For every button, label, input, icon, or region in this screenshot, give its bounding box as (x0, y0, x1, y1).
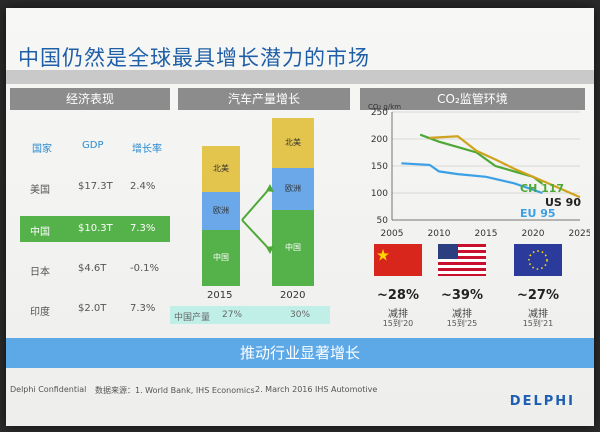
co2-panel-header: CO₂监管环境 (360, 88, 585, 110)
footer-source-1: 数据来源：1. World Bank, IHS Economics (95, 386, 255, 395)
y-tick-label: 200 (371, 135, 388, 145)
country-cell: 中国 (30, 227, 50, 238)
usa-flag-icon (438, 244, 486, 276)
reduction-pct-china: ~28% (376, 288, 419, 303)
production-value-2015: 27% (222, 310, 243, 320)
growth-cell: -0.1% (130, 263, 160, 274)
footer-confidential: Delphi Confidential (10, 385, 87, 394)
growth-arrows (241, 184, 274, 254)
x-tick-label: 2005 (381, 229, 404, 239)
production-value-2020: 30% (290, 310, 311, 320)
reduction-label-eu: 减排 (528, 309, 548, 320)
table-row-japan: 日本 $4.6T -0.1% (20, 258, 170, 280)
bar-2015-china: 中国 (202, 230, 240, 286)
bar-2020-northamerica: 北美 (272, 118, 314, 168)
reduction-label-usa: 减排 (452, 309, 472, 320)
series-line-1 (429, 135, 581, 199)
reduction-period-china: 15到'20 (382, 319, 414, 328)
year-label-2020: 2020 (280, 290, 306, 301)
table-row-usa: 美国 $17.3T 2.4% (20, 176, 170, 198)
bar-2020-europe: 欧洲 (272, 168, 314, 210)
y-tick-label: 250 (371, 108, 388, 118)
bar-2015-europe: 欧洲 (202, 192, 240, 230)
x-tick-label: 2015 (475, 229, 498, 239)
reduction-period-eu: 15到'21 (522, 319, 554, 328)
delphi-logo: DELPHI (509, 394, 575, 409)
country-cell: 印度 (30, 307, 50, 318)
legend-us: US 90 (545, 196, 581, 209)
production-note-pill: 中国产量 27% 30% (170, 306, 330, 324)
gdp-cell: $10.3T (78, 223, 113, 234)
x-tick-label: 2020 (522, 229, 545, 239)
legend-ch: CH 117 (520, 182, 565, 195)
country-cell: 日本 (30, 267, 50, 278)
bar-2015-northamerica: 北美 (202, 146, 240, 192)
year-label-2015: 2015 (207, 290, 233, 301)
header-country: 国家 (32, 144, 52, 155)
footer-source-2: 2. March 2016 IHS Automotive (255, 385, 378, 394)
gdp-cell: $17.3T (78, 181, 113, 192)
legend-eu: EU 95 (520, 207, 556, 220)
co2-axis-label: CO₂ g/km (368, 103, 401, 111)
growth-cell: 2.4% (130, 181, 156, 192)
country-cell: 美国 (30, 185, 50, 196)
gdp-cell: $2.0T (78, 303, 107, 314)
y-tick-label: 100 (371, 189, 388, 199)
eu-flag-icon (514, 244, 562, 276)
x-tick-label: 2025 (569, 229, 590, 239)
title-bar (6, 70, 594, 84)
growth-cell: 7.3% (130, 303, 156, 314)
y-tick-label: 150 (371, 162, 388, 172)
economy-panel-header: 经济表现 (10, 88, 170, 110)
x-tick-label: 2010 (428, 229, 451, 239)
table-row-china: 中国 $10.3T 7.3% (20, 216, 170, 242)
reduction-label-china: 减排 (388, 309, 408, 320)
y-tick-label: 50 (377, 216, 389, 226)
slide-title: 中国仍然是全球最具增长潜力的市场 (18, 46, 370, 70)
growth-cell: 7.3% (130, 223, 156, 234)
header-growth: 增长率 (132, 144, 162, 155)
header-gdp: GDP (82, 140, 104, 151)
china-flag-icon (374, 244, 422, 276)
series-line-2 (401, 162, 543, 195)
bottom-banner: 推动行业显著增长 (6, 338, 594, 368)
production-label: 中国产量 (174, 313, 211, 323)
bar-2020-china: 中国 (272, 210, 314, 286)
reduction-pct-usa: ~39% (440, 288, 483, 303)
reduction-period-usa: 15到'25 (446, 319, 478, 328)
co2-line-chart: CO₂ g/km 50 100 150 200 250 2005 2010 2015 2020 20… (368, 103, 590, 239)
table-row-india: 印度 $2.0T 7.3% (20, 298, 170, 320)
reduction-pct-eu: ~27% (516, 288, 559, 303)
auto-panel-header: 汽车产量增长 (178, 88, 350, 110)
gdp-cell: $4.6T (78, 263, 107, 274)
